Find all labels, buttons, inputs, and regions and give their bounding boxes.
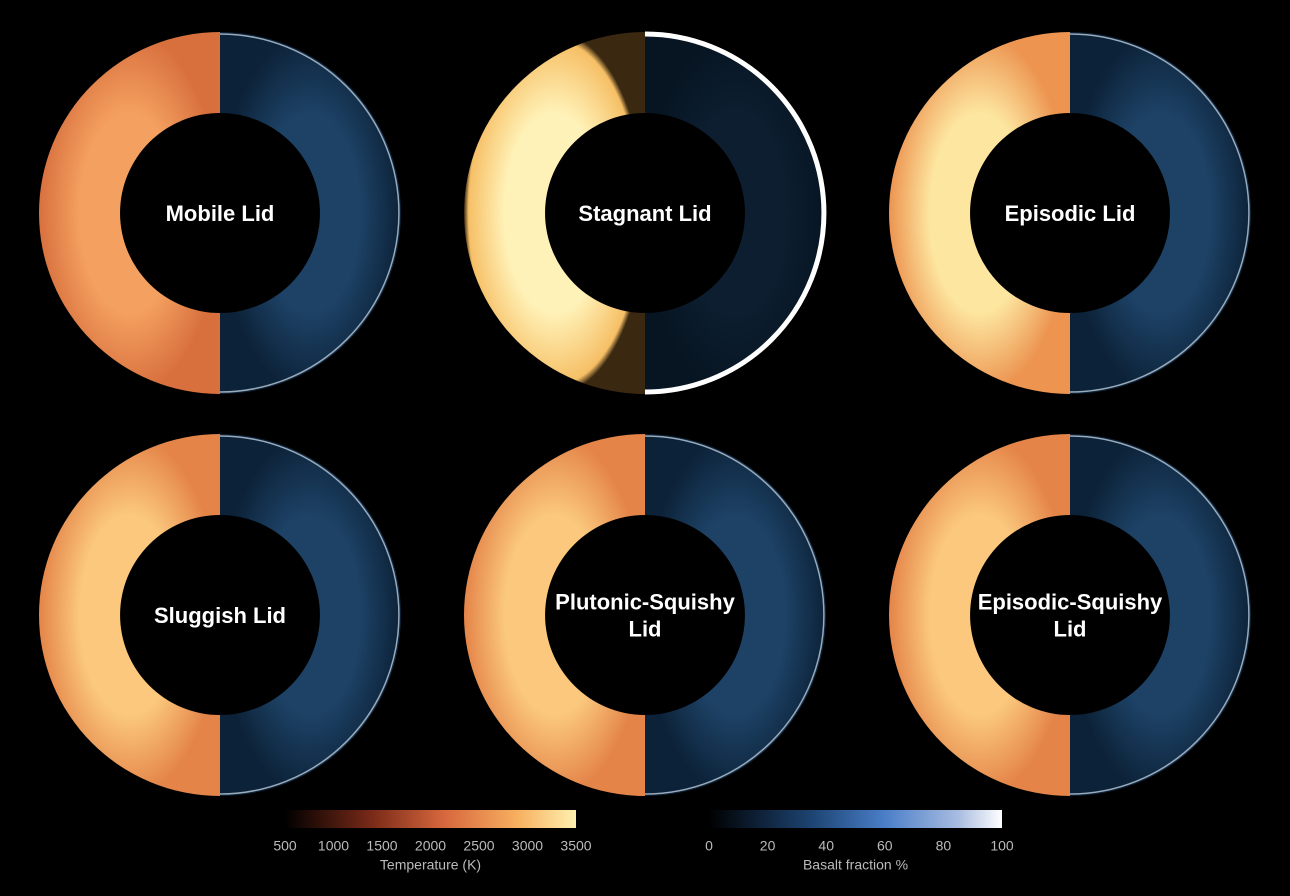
colorbar-tick-label: 2000 xyxy=(415,838,446,854)
basalt-colorbar xyxy=(709,810,1002,828)
panel-label: Stagnant Lid xyxy=(578,201,711,226)
colorbar-tick-label: 500 xyxy=(273,838,297,854)
colorbar-tick-label: 0 xyxy=(705,838,713,854)
colorbar-tick-label: 2500 xyxy=(463,838,494,854)
rim xyxy=(1069,33,1250,393)
temperature-colorbar xyxy=(285,810,576,828)
panel-label: Mobile Lid xyxy=(166,201,275,226)
colorbar-tick-label: 60 xyxy=(877,838,893,854)
temperature-half xyxy=(39,434,220,796)
basalt-half xyxy=(1070,434,1251,796)
panel-label: Episodic Lid xyxy=(1005,201,1136,226)
colorbar-tick-label: 3000 xyxy=(512,838,543,854)
colorbar-tick-label: 1000 xyxy=(318,838,349,854)
basalt-half xyxy=(220,32,401,394)
rim xyxy=(644,435,825,795)
panel-label: Sluggish Lid xyxy=(154,603,286,628)
rim xyxy=(219,33,400,393)
colorbar-tick-label: 3500 xyxy=(560,838,591,854)
rim xyxy=(1069,435,1250,795)
temperature-half xyxy=(464,434,645,796)
basalt-half xyxy=(645,32,826,394)
basalt-half xyxy=(220,434,401,796)
panel-label: Lid xyxy=(629,616,662,641)
rim xyxy=(219,435,400,795)
panel-label: Lid xyxy=(1054,616,1087,641)
basalt-half xyxy=(645,434,826,796)
colorbar-title: Basalt fraction % xyxy=(803,857,908,873)
basalt-half xyxy=(1070,32,1251,394)
colorbar-tick-label: 40 xyxy=(818,838,834,854)
rim xyxy=(644,31,827,395)
colorbar-tick-label: 100 xyxy=(990,838,1014,854)
temperature-half xyxy=(889,32,1070,394)
colorbar-tick-label: 20 xyxy=(760,838,776,854)
colorbar-title: Temperature (K) xyxy=(380,857,481,873)
temperature-half xyxy=(39,32,220,394)
colorbar-tick-label: 1500 xyxy=(366,838,397,854)
panel-label: Episodic-Squishy xyxy=(978,589,1163,614)
colorbar-tick-label: 80 xyxy=(936,838,952,854)
temperature-half xyxy=(464,32,645,394)
panel-label: Plutonic-Squishy xyxy=(555,589,735,614)
temperature-half xyxy=(889,434,1070,796)
